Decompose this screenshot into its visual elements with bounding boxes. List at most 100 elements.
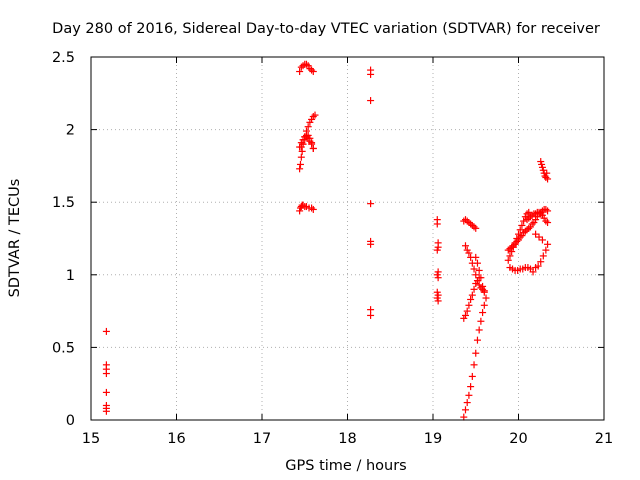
data-point: [460, 413, 468, 421]
data-point: [309, 205, 317, 213]
data-point: [538, 236, 546, 244]
data-point: [472, 224, 480, 232]
data-point: [463, 399, 471, 407]
y-axis-label: SDTVAR / TECUs: [7, 179, 23, 298]
data-point: [296, 160, 304, 168]
x-tick-label: 18: [338, 431, 356, 447]
x-tick-label: 15: [82, 431, 100, 447]
data-point: [472, 253, 480, 261]
tick-labels: 15 16 17 18 19 20 21 0 0.5 1 1.5 2 2.5: [52, 50, 613, 447]
y-tick-label: 0: [66, 413, 75, 429]
data-point: [504, 256, 512, 264]
data-point: [102, 388, 110, 396]
data-point: [309, 68, 317, 76]
x-axis-label: GPS time / hours: [285, 458, 406, 474]
data-point: [461, 406, 469, 414]
data-point: [309, 144, 317, 152]
data-point: [308, 204, 316, 212]
x-tick-label: 21: [595, 431, 613, 447]
data-point: [480, 301, 488, 309]
data-point: [102, 407, 110, 415]
data-point: [296, 68, 304, 76]
data-point: [537, 210, 545, 218]
data-point: [480, 288, 488, 296]
y-tick-label: 2.5: [52, 50, 75, 66]
data-point: [296, 165, 304, 173]
data-point: [467, 295, 475, 303]
data-point: [461, 311, 469, 319]
data-point: [302, 60, 310, 68]
data-point: [542, 217, 550, 225]
data-point: [528, 211, 536, 219]
data-point: [534, 262, 542, 270]
data-point: [367, 97, 375, 105]
data-point: [299, 201, 307, 209]
data-point: [298, 147, 306, 155]
data-point: [467, 383, 475, 391]
chart-title: Day 280 of 2016, Sidereal Day-to-day VTE…: [52, 21, 600, 37]
data-point: [475, 326, 483, 334]
data-point: [367, 240, 375, 248]
x-tick-label: 20: [509, 431, 527, 447]
data-point: [468, 291, 476, 299]
data-point: [465, 301, 473, 309]
data-point: [509, 242, 517, 250]
data-point: [470, 223, 478, 231]
data-point: [461, 242, 469, 250]
data-point: [506, 252, 514, 260]
data-point: [538, 160, 546, 168]
x-tick-label: 19: [424, 431, 442, 447]
data-point: [308, 140, 316, 148]
data-point: [473, 259, 481, 267]
data-point: [542, 246, 550, 254]
data-point: [479, 309, 487, 317]
data-point: [434, 274, 442, 282]
grid-layer: [91, 57, 604, 420]
data-point: [304, 123, 312, 131]
data-point: [529, 268, 537, 276]
data-point: [542, 205, 550, 213]
data-point: [475, 266, 483, 274]
data-point: [479, 282, 487, 290]
data-point: [433, 220, 441, 228]
data-point: [311, 111, 319, 119]
data-point: [308, 66, 316, 74]
data-point: [537, 258, 545, 266]
data-point: [482, 294, 490, 302]
data-points: [102, 60, 552, 421]
data-point: [544, 207, 552, 215]
data-point: [102, 370, 110, 378]
data-point: [477, 317, 485, 325]
data-point: [542, 174, 550, 182]
data-point: [525, 224, 533, 232]
data-point: [301, 133, 309, 141]
data-point: [472, 349, 480, 357]
data-point: [309, 113, 317, 121]
data-point: [296, 143, 304, 151]
data-point: [544, 240, 552, 248]
data-point: [518, 221, 526, 229]
y-tick-label: 1.5: [52, 195, 75, 211]
data-point: [433, 246, 441, 254]
data-point: [367, 200, 375, 208]
data-point: [539, 252, 547, 260]
x-tick-label: 16: [167, 431, 185, 447]
x-tick-label: 17: [253, 431, 271, 447]
data-point: [544, 219, 552, 227]
y-tick-label: 0.5: [52, 340, 75, 356]
data-point: [102, 327, 110, 335]
data-point: [297, 153, 305, 161]
data-point: [516, 233, 524, 241]
data-point: [468, 372, 476, 380]
axis-ticks: [90, 56, 605, 421]
data-point: [473, 336, 481, 344]
data-point: [367, 311, 375, 319]
data-point: [470, 361, 478, 369]
data-point: [434, 297, 442, 305]
data-point: [470, 285, 478, 293]
data-point: [543, 169, 551, 177]
data-point: [520, 217, 528, 225]
y-tick-label: 1: [66, 268, 75, 284]
data-point: [513, 237, 521, 245]
data-point: [465, 391, 473, 399]
